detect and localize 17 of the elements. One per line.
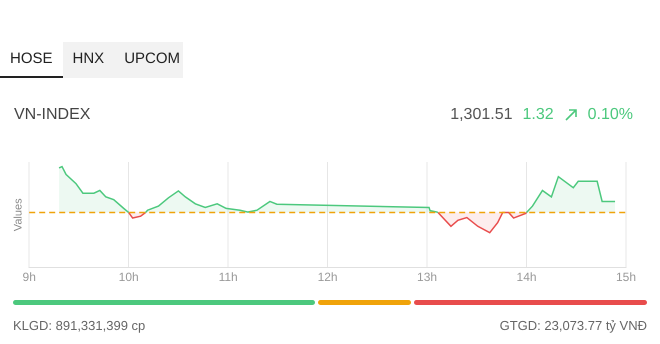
text: HOSE [0, 42, 63, 78]
text: HNX [72, 49, 106, 69]
chart-title: VN-INDEX [14, 106, 90, 124]
text: 1.32 [522, 106, 554, 124]
x-tick-label: 15h [616, 270, 636, 284]
x-tick-label: 12h [318, 270, 338, 284]
x-tick-label: 13h [417, 270, 438, 284]
chart-subtitle: 1,301.51 [450, 106, 512, 124]
x-tick-label: 14h [516, 270, 537, 284]
x-tick-label: 10h [118, 270, 139, 284]
y-axis-title: Values [12, 198, 25, 232]
text: GTGD: 23,073.77 tỷ VNĐ [500, 318, 647, 333]
text: UPCOM [123, 49, 182, 69]
text: KLGD: 891,331,399 cp [13, 318, 146, 333]
x-tick-label: 11h [218, 270, 238, 284]
text: 0.10% [588, 106, 633, 124]
x-tick-label: 9h [22, 270, 36, 284]
